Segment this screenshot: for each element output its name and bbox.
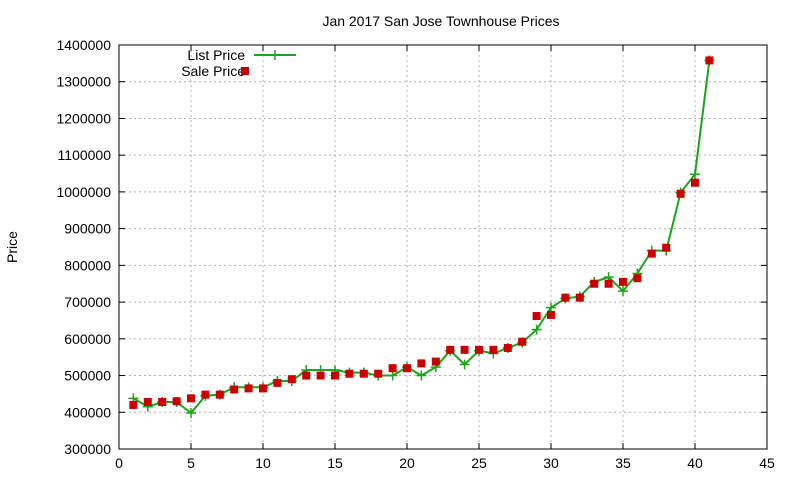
legend: List Price Sale Price [181,47,296,79]
data-point-list-price [387,370,398,381]
data-point-list-price [531,324,542,335]
data-point-sale-price [172,397,181,406]
data-point-sale-price [532,312,541,321]
data-point-sale-price [561,293,570,302]
data-point-sale-price [691,178,699,187]
data-point-sale-price [446,345,455,354]
data-point-sale-price [273,378,282,387]
data-point-list-price [546,302,556,313]
data-point-sale-price [460,345,469,354]
data-point-sale-price [158,397,167,406]
data-point-sale-price [403,364,411,373]
y-tick-label: 500000 [64,368,111,384]
data-point-sale-price [201,390,210,399]
x-tick-label: 25 [471,455,487,471]
data-point-list-price [618,286,628,297]
data-point-sale-price [417,359,426,368]
data-point-sale-price [287,375,296,384]
data-point-sale-price [230,385,239,394]
data-point-sale-price [503,344,512,352]
data-point-sale-price [662,243,671,252]
data-point-sale-price [590,279,599,288]
data-point-list-price [459,359,470,370]
data-point-sale-price [259,384,267,393]
data-point-sale-price [215,390,224,399]
data-point-sale-price [359,369,368,378]
x-tick-label: 5 [187,455,195,471]
x-tick-label: 15 [327,455,343,471]
y-tick-label: 800000 [64,257,111,273]
plot-border [118,44,768,450]
data-point-sale-price [316,371,325,380]
y-tick-label: 400000 [64,404,111,420]
legend-marker-sale-price [241,67,249,75]
y-tick-label: 900000 [64,221,111,237]
data-point-sale-price [374,369,383,378]
gridlines [119,45,767,449]
data-point-sale-price [575,293,584,302]
data-point-sale-price [475,345,483,354]
data-point-sale-price [604,279,613,288]
axis-ticks: 0 5 10 15 20 25 30 35 40 45 300000 400000 500000 6000… [56,37,775,471]
data-point-sale-price [331,371,339,380]
data-point-sale-price [143,397,152,406]
data-point-sale-price [431,357,440,366]
data-point-sale-price [388,364,397,373]
x-tick-label: 10 [255,455,271,471]
data-point-sale-price [647,249,656,258]
x-tick-label: 30 [543,455,559,471]
y-tick-label: 1200000 [56,110,111,126]
data-point-sale-price [187,394,195,403]
data-point-sale-price [244,384,253,393]
plot-frame [118,44,768,450]
data-point-list-price [690,169,700,180]
series-group [128,55,715,419]
y-tick-label: 1300000 [56,74,111,90]
x-tick-label: 20 [399,455,415,471]
y-tick-label: 600000 [64,331,111,347]
data-point-sale-price [489,345,498,354]
y-tick-label: 1400000 [56,37,111,53]
data-point-sale-price [676,189,685,198]
data-point-sale-price [547,310,555,319]
data-point-sale-price [129,400,138,409]
data-point-list-price [416,370,427,381]
data-point-list-price [186,408,196,419]
legend-label-sale-price: Sale Price [181,63,245,79]
data-point-sale-price [633,274,642,283]
data-point-sale-price [705,56,714,65]
x-tick-label: 35 [615,455,631,471]
data-point-sale-price [619,277,627,286]
y-tick-label: 300000 [64,441,111,457]
chart-title: Jan 2017 San Jose Townhouse Prices [322,13,559,29]
data-point-sale-price [518,337,527,346]
y-tick-label: 1000000 [56,184,111,200]
legend-marker-list-price [270,50,280,60]
x-tick-label: 0 [115,455,123,471]
y-tick-label: 1100000 [58,147,112,163]
legend-label-list-price: List Price [187,47,245,63]
x-tick-label: 45 [759,455,775,471]
data-point-sale-price [302,371,311,380]
data-point-sale-price [345,369,354,378]
y-tick-label: 700000 [64,294,111,310]
x-tick-label: 40 [687,455,703,471]
y-axis-label: Price [4,231,20,263]
